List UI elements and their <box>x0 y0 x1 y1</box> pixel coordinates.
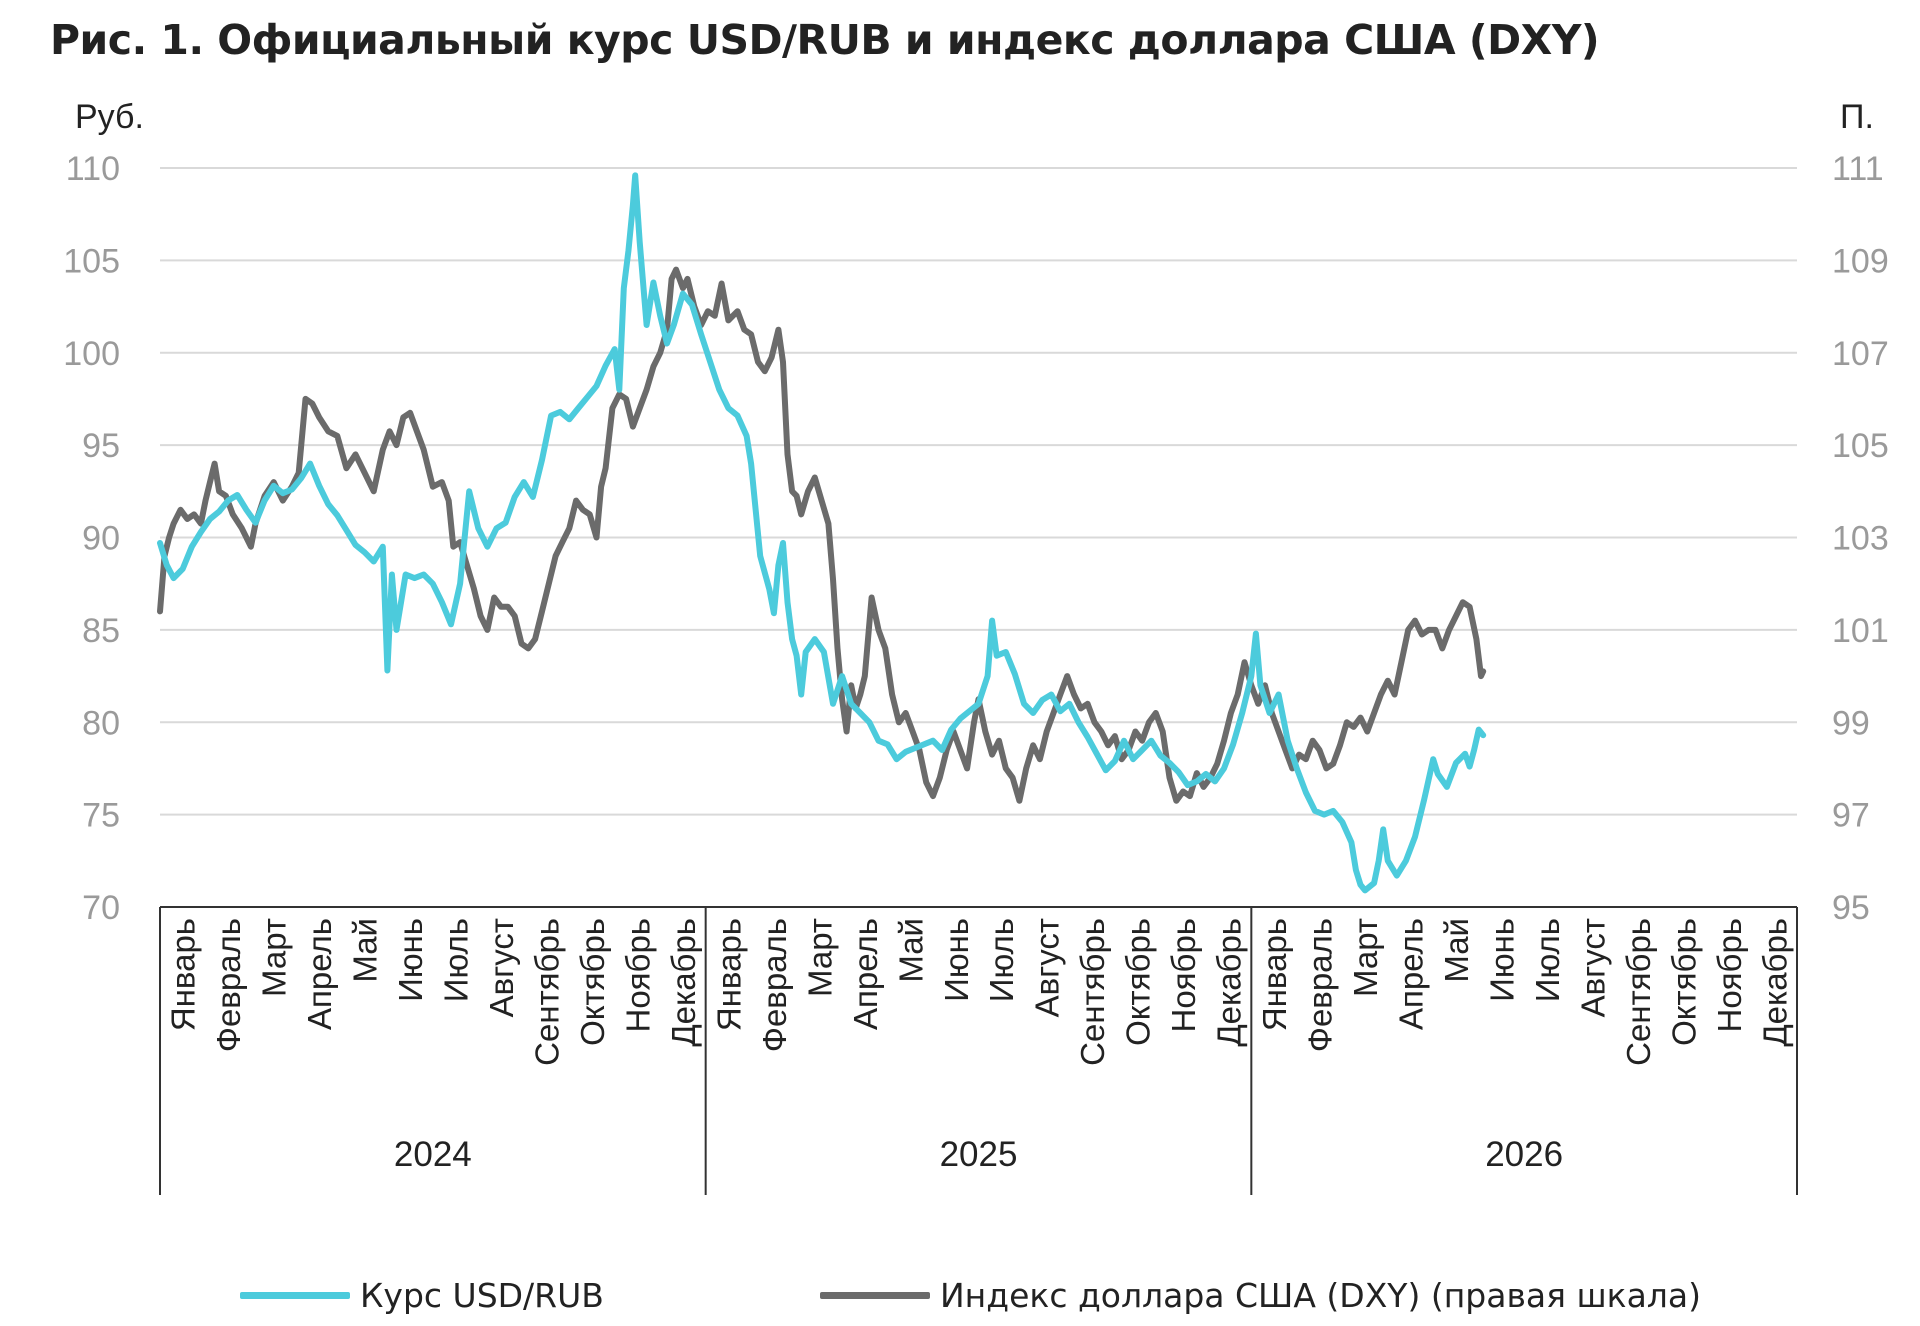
month-label: Январь <box>1256 918 1293 1031</box>
left-axis-label: Руб. <box>75 98 144 136</box>
month-label: Январь <box>165 918 202 1031</box>
month-label: Февраль <box>210 918 247 1052</box>
legend-item-usd-rub: Курс USD/RUB <box>240 1270 604 1320</box>
month-label: Январь <box>710 918 747 1031</box>
month-label: Октябрь <box>1120 918 1157 1046</box>
right-tick-label: 97 <box>1832 797 1870 835</box>
month-label: Июнь <box>392 918 429 1002</box>
right-axis-label: П. <box>1840 98 1874 136</box>
month-label: Февраль <box>1302 918 1339 1052</box>
month-label: Март <box>1347 918 1384 997</box>
month-label: Декабрь <box>665 918 702 1047</box>
left-tick-label: 75 <box>82 797 120 835</box>
left-axis-ticks: 110 105 100 95 90 85 80 75 70 <box>63 150 120 927</box>
month-label: Июль <box>438 918 475 1002</box>
left-tick-label: 95 <box>82 427 120 465</box>
left-tick-label: 100 <box>63 335 120 373</box>
right-tick-label: 105 <box>1832 427 1889 465</box>
month-label: Июль <box>1529 918 1566 1002</box>
right-tick-label: 109 <box>1832 242 1889 280</box>
year-label: 2025 <box>940 1135 1018 1174</box>
month-label: Март <box>256 918 293 997</box>
series-lines <box>157 172 1487 894</box>
right-tick-label: 111 <box>1832 150 1884 188</box>
month-label: Декабрь <box>1211 918 1248 1047</box>
month-label: Сентябрь <box>529 918 566 1066</box>
month-label: Декабрь <box>1756 918 1793 1047</box>
right-tick-label: 103 <box>1832 520 1889 558</box>
month-label: Ноябрь <box>1711 918 1748 1033</box>
legend-swatch-usd-rub <box>240 1291 350 1299</box>
month-label: Май <box>1438 918 1475 983</box>
month-label: Сентябрь <box>1074 918 1111 1066</box>
month-label: Август <box>1029 918 1066 1017</box>
legend: Курс USD/RUB Индекс доллара США (DXY) (п… <box>0 1270 1920 1320</box>
month-label: Июнь <box>1483 918 1520 1002</box>
month-label: Август <box>1574 918 1611 1017</box>
month-label: Март <box>801 918 838 997</box>
left-tick-label: 85 <box>82 612 120 650</box>
legend-label-dxy: Индекс доллара США (DXY) (правая шкала) <box>940 1275 1701 1315</box>
month-label: Апрель <box>301 918 338 1030</box>
month-label: Июнь <box>938 918 975 1002</box>
right-tick-label: 99 <box>1832 704 1870 742</box>
month-label: Сентябрь <box>1620 918 1657 1066</box>
right-tick-label: 101 <box>1832 612 1889 650</box>
month-label: Май <box>347 918 384 983</box>
grid-lines <box>160 167 1797 816</box>
month-label: Апрель <box>1392 918 1429 1030</box>
left-tick-label: 70 <box>82 889 120 927</box>
month-label: Август <box>483 918 520 1017</box>
month-label: Апрель <box>847 918 884 1030</box>
month-label: Май <box>892 918 929 983</box>
month-label: Ноябрь <box>619 918 656 1033</box>
left-tick-label: 90 <box>82 520 120 558</box>
legend-label-usd-rub: Курс USD/RUB <box>360 1275 604 1315</box>
chart-title: Рис. 1. Официальный курс USD/RUB и индек… <box>50 16 1600 64</box>
month-label: Октябрь <box>574 918 611 1046</box>
legend-swatch-dxy <box>820 1291 930 1299</box>
year-label: 2026 <box>1485 1135 1563 1174</box>
month-label: Ноябрь <box>1165 918 1202 1033</box>
month-label: Октябрь <box>1665 918 1702 1046</box>
year-label: 2024 <box>394 1135 472 1174</box>
legend-item-dxy: Индекс доллара США (DXY) (правая шкала) <box>820 1270 1701 1320</box>
left-tick-label: 110 <box>66 150 120 188</box>
month-label: Февраль <box>756 918 793 1052</box>
left-tick-label: 80 <box>82 704 120 742</box>
right-axis-ticks: 111 109 107 105 103 101 99 97 95 <box>1832 150 1889 927</box>
right-tick-label: 107 <box>1832 335 1889 373</box>
left-tick-label: 105 <box>63 242 120 280</box>
series-line-usd-rub <box>157 172 1487 894</box>
month-label: Июль <box>983 918 1020 1002</box>
line-chart: 110 105 100 95 90 85 80 75 70 111 109 107 105 103 101… <box>63 98 1889 1195</box>
right-tick-label: 95 <box>1832 889 1870 927</box>
